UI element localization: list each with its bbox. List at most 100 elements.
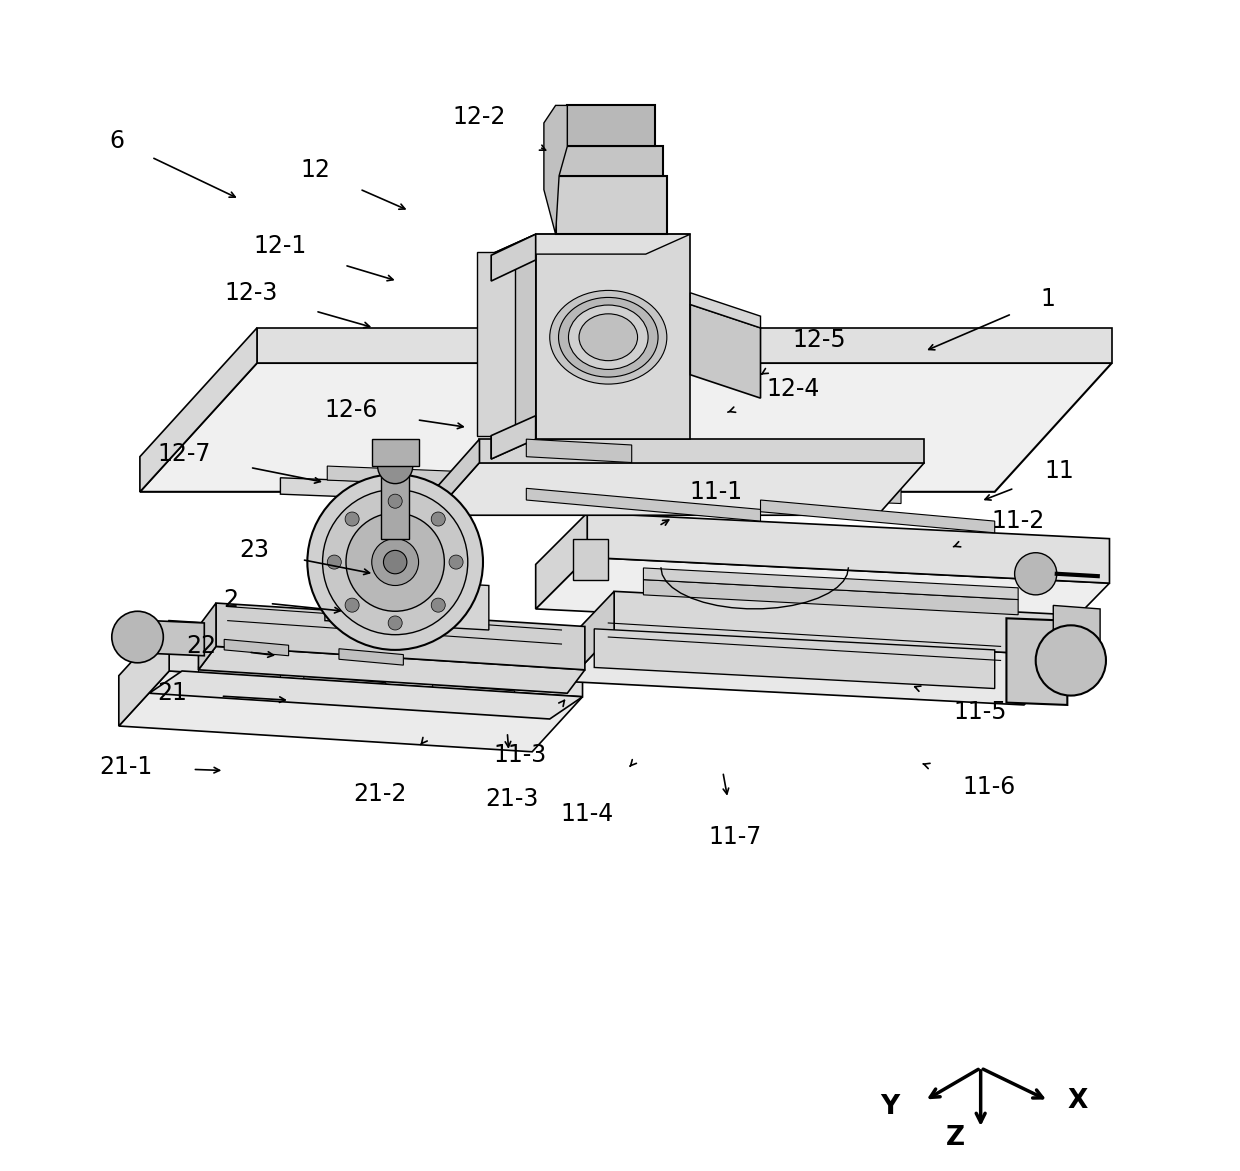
Ellipse shape: [579, 314, 637, 361]
Polygon shape: [614, 591, 1071, 656]
Circle shape: [388, 494, 402, 508]
Polygon shape: [216, 603, 585, 670]
Polygon shape: [224, 639, 289, 656]
Text: 11-3: 11-3: [494, 744, 547, 767]
Polygon shape: [198, 603, 216, 670]
Polygon shape: [556, 176, 667, 234]
Polygon shape: [491, 234, 536, 459]
Text: 22: 22: [186, 635, 216, 658]
Text: 11-7: 11-7: [708, 826, 761, 849]
Polygon shape: [644, 580, 1018, 615]
Circle shape: [1035, 625, 1106, 696]
Polygon shape: [140, 363, 1112, 492]
Text: 21-1: 21-1: [99, 755, 153, 779]
Text: 12-6: 12-6: [324, 398, 377, 422]
Circle shape: [388, 616, 402, 630]
Polygon shape: [151, 621, 205, 656]
Polygon shape: [198, 646, 585, 693]
Polygon shape: [573, 539, 609, 580]
Text: 21-3: 21-3: [486, 787, 539, 810]
Circle shape: [345, 598, 360, 612]
Polygon shape: [644, 568, 1018, 600]
Polygon shape: [1053, 605, 1100, 650]
Polygon shape: [433, 684, 515, 704]
Polygon shape: [372, 439, 419, 466]
Circle shape: [346, 513, 444, 611]
Circle shape: [327, 555, 341, 569]
Circle shape: [432, 598, 445, 612]
Polygon shape: [760, 500, 994, 533]
Polygon shape: [536, 234, 691, 439]
Polygon shape: [588, 513, 1110, 583]
Text: 11-4: 11-4: [560, 802, 614, 826]
Text: 6: 6: [109, 129, 124, 152]
Polygon shape: [339, 649, 403, 665]
Polygon shape: [568, 632, 1071, 705]
Circle shape: [112, 611, 164, 663]
Circle shape: [1014, 553, 1056, 595]
Text: 12-4: 12-4: [766, 377, 820, 400]
Text: 11: 11: [1044, 459, 1074, 482]
Text: 11-1: 11-1: [689, 480, 743, 504]
Polygon shape: [536, 557, 1110, 635]
Polygon shape: [477, 252, 515, 436]
Polygon shape: [480, 439, 925, 463]
Text: X: X: [1068, 1088, 1087, 1114]
Circle shape: [308, 474, 484, 650]
Polygon shape: [381, 474, 409, 539]
Text: 11-6: 11-6: [962, 775, 1016, 799]
Text: 11-5: 11-5: [954, 700, 1007, 724]
Polygon shape: [491, 234, 691, 254]
Polygon shape: [325, 576, 489, 630]
Polygon shape: [691, 293, 760, 328]
Polygon shape: [568, 105, 655, 146]
Polygon shape: [544, 105, 568, 234]
Text: Y: Y: [879, 1094, 899, 1119]
Polygon shape: [526, 439, 631, 463]
Polygon shape: [691, 304, 760, 398]
Polygon shape: [327, 466, 901, 504]
Text: 11-2: 11-2: [992, 509, 1045, 533]
Circle shape: [449, 555, 463, 569]
Text: 12: 12: [300, 158, 331, 182]
Polygon shape: [568, 591, 614, 682]
Circle shape: [322, 489, 467, 635]
Text: 12-3: 12-3: [224, 281, 278, 304]
Polygon shape: [559, 146, 663, 176]
Polygon shape: [594, 629, 994, 689]
Polygon shape: [198, 666, 280, 686]
Polygon shape: [149, 671, 583, 719]
Text: 12-7: 12-7: [157, 443, 211, 466]
Polygon shape: [526, 488, 760, 521]
Polygon shape: [140, 328, 257, 492]
Circle shape: [345, 512, 360, 526]
Polygon shape: [491, 416, 536, 459]
Polygon shape: [280, 478, 878, 518]
Text: Z: Z: [945, 1125, 965, 1151]
Polygon shape: [1007, 618, 1068, 705]
Text: 1: 1: [1040, 287, 1055, 310]
Text: 2: 2: [223, 588, 239, 611]
Ellipse shape: [558, 297, 658, 377]
Text: 23: 23: [239, 539, 269, 562]
Text: 12-1: 12-1: [254, 234, 308, 258]
Ellipse shape: [549, 290, 667, 384]
Circle shape: [372, 539, 419, 586]
Polygon shape: [119, 671, 583, 752]
Text: 12-5: 12-5: [792, 328, 846, 351]
Polygon shape: [433, 463, 925, 515]
Circle shape: [383, 550, 407, 574]
Polygon shape: [119, 621, 169, 726]
Polygon shape: [169, 621, 583, 697]
Text: 12-2: 12-2: [453, 105, 506, 129]
Text: 21-2: 21-2: [353, 782, 407, 806]
Polygon shape: [257, 328, 1112, 363]
Circle shape: [378, 448, 413, 484]
Polygon shape: [536, 513, 588, 609]
Circle shape: [432, 512, 445, 526]
Polygon shape: [491, 234, 536, 281]
Polygon shape: [304, 676, 386, 696]
Polygon shape: [433, 439, 480, 515]
Text: 21: 21: [157, 682, 187, 705]
Ellipse shape: [568, 306, 649, 370]
